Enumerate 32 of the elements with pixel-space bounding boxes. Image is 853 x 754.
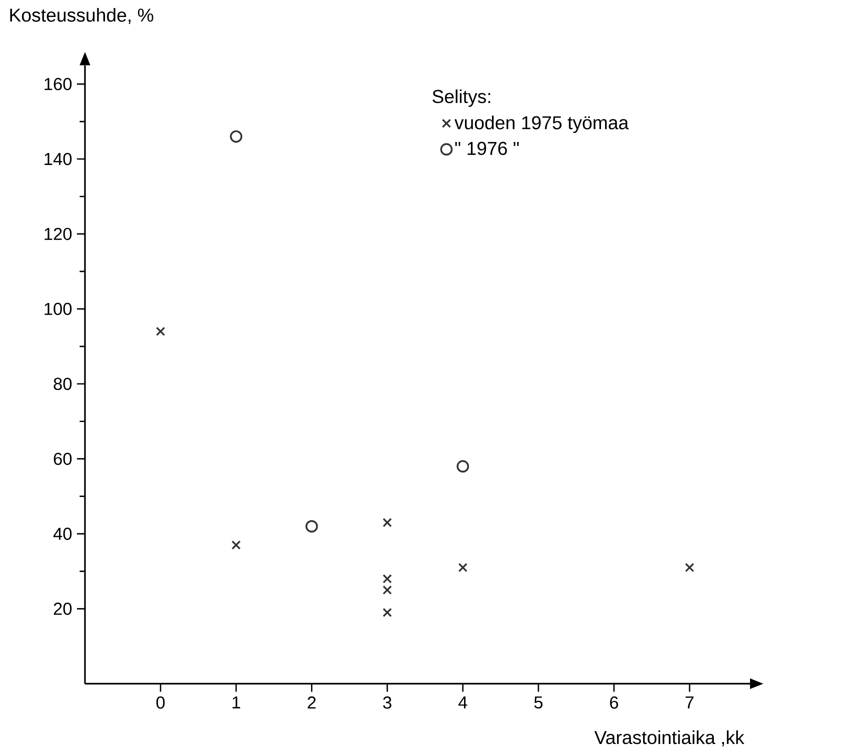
point [230,130,242,143]
legend-label: " 1976 " [455,142,519,156]
y-tick-label: 40 [53,528,72,540]
point [382,586,392,595]
point [382,518,392,528]
point [456,460,470,473]
legend-label: vuoden 1975 työmaa [454,116,629,134]
y-tick-label: 60 [54,452,72,466]
point [684,563,694,572]
y-tick-label: 120 [44,228,72,240]
point [305,520,318,533]
point [382,608,392,618]
point [382,574,392,584]
y-tick-label: 80 [54,378,72,390]
x-tick-label: 0 [156,696,165,709]
x-tick-label: 6 [610,696,618,709]
y-axis-title: Kosteussuhde, % [10,8,154,24]
y-tick-label: 100 [44,302,72,316]
x-axis-title: Varastointiaika ,kk [594,730,744,746]
point [156,326,166,336]
x-tick-label: 7 [686,696,694,708]
y-tick-label: 140 [44,153,72,166]
point [231,540,241,550]
point [458,563,468,572]
x-tick-label: 1 [232,696,240,708]
x-tick-label: 2 [308,696,316,709]
x-tick-label: 3 [383,696,392,709]
y-tick-label: 20 [54,602,72,616]
y-tick-label: 160 [44,78,72,90]
legend-title: Selitys: [432,90,490,107]
x-tick-label: 5 [534,696,543,709]
x-tick-label: 4 [458,696,468,708]
